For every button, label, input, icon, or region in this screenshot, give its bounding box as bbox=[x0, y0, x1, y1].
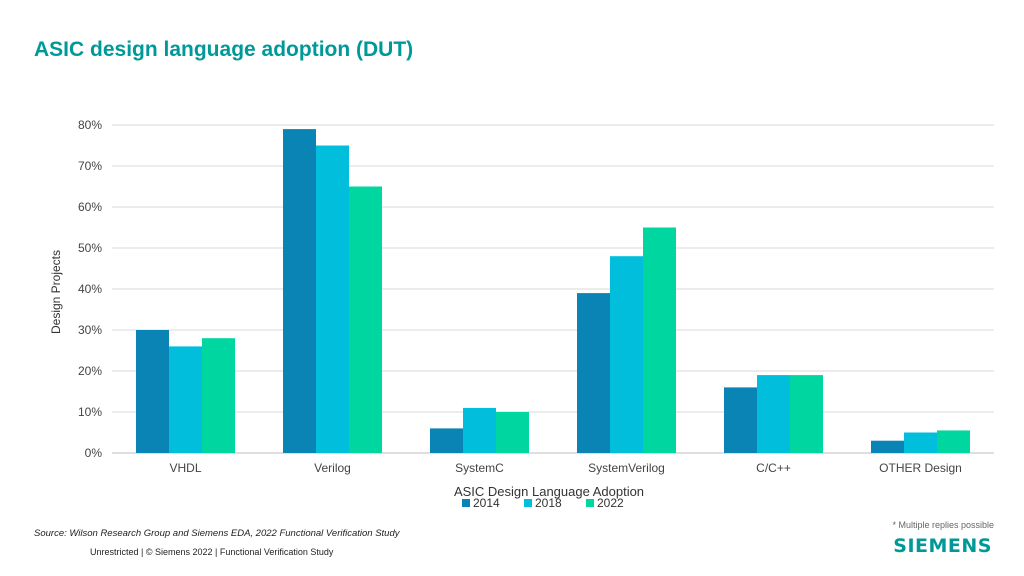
chart-title: ASIC design language adoption (DUT) bbox=[34, 38, 414, 61]
x-tick-label: Verilog bbox=[314, 461, 351, 475]
legend-swatch-2022 bbox=[586, 499, 594, 507]
y-axis-ticks: 0% 10% 20% 30% 40% 50% 60% 70% 80% bbox=[78, 118, 102, 460]
y-tick-label: 70% bbox=[78, 159, 102, 173]
bar-2014-systemverilog bbox=[577, 293, 610, 453]
legend-label-2018: 2018 bbox=[535, 496, 562, 510]
y-tick-label: 10% bbox=[78, 405, 102, 419]
siemens-logo: SIEMENS bbox=[893, 535, 992, 557]
bar-2018-c-c- bbox=[757, 375, 790, 453]
bar-2014-systemc bbox=[430, 428, 463, 453]
multiple-replies-note: * Multiple replies possible bbox=[892, 520, 994, 530]
y-tick-label: 30% bbox=[78, 323, 102, 337]
bar-chart: 0% 10% 20% 30% 40% 50% 60% 70% 80% VHDL Verilog Sy… bbox=[49, 118, 994, 510]
x-tick-label: VHDL bbox=[169, 461, 201, 475]
legend-label-2022: 2022 bbox=[597, 496, 624, 510]
y-tick-label: 80% bbox=[78, 118, 102, 132]
x-tick-label: C/C++ bbox=[756, 461, 791, 475]
bar-2014-c-c- bbox=[724, 387, 757, 453]
bar-2014-verilog bbox=[283, 129, 316, 453]
bar-2022-other-design bbox=[937, 430, 970, 453]
bar-2022-systemverilog bbox=[643, 227, 676, 453]
bar-2018-vhdl bbox=[169, 346, 202, 453]
legend: 2014 2018 2022 bbox=[462, 496, 624, 510]
bar-2014-other-design bbox=[871, 440, 904, 453]
bar-2018-other-design bbox=[904, 432, 937, 453]
x-axis-ticks: VHDL Verilog SystemC SystemVerilog C/C++ OTHE… bbox=[169, 461, 961, 475]
legend-swatch-2014 bbox=[462, 499, 470, 507]
legend-label-2014: 2014 bbox=[473, 496, 500, 510]
x-tick-label: OTHER Design bbox=[879, 461, 962, 475]
y-tick-label: 20% bbox=[78, 364, 102, 378]
y-tick-label: 50% bbox=[78, 241, 102, 255]
bars bbox=[136, 129, 970, 453]
bar-2018-verilog bbox=[316, 145, 349, 453]
bar-2022-verilog bbox=[349, 186, 382, 453]
bar-2022-c-c- bbox=[790, 375, 823, 453]
bar-2018-systemverilog bbox=[610, 256, 643, 453]
bar-2014-vhdl bbox=[136, 330, 169, 453]
bar-2018-systemc bbox=[463, 407, 496, 453]
y-tick-label: 0% bbox=[85, 446, 103, 460]
x-tick-label: SystemVerilog bbox=[588, 461, 665, 475]
x-axis-label: ASIC Design Language Adoption bbox=[454, 484, 644, 499]
y-tick-label: 60% bbox=[78, 200, 102, 214]
footer-text: Unrestricted | © Siemens 2022 | Function… bbox=[90, 547, 334, 557]
bar-2022-vhdl bbox=[202, 338, 235, 453]
x-tick-label: SystemC bbox=[455, 461, 504, 475]
y-tick-label: 40% bbox=[78, 282, 102, 296]
bar-2022-systemc bbox=[496, 412, 529, 453]
source-note: Source: Wilson Research Group and Siemen… bbox=[34, 528, 400, 539]
y-axis-label: Design Projects bbox=[49, 250, 63, 334]
gridlines bbox=[112, 124, 994, 454]
legend-swatch-2018 bbox=[524, 499, 532, 507]
